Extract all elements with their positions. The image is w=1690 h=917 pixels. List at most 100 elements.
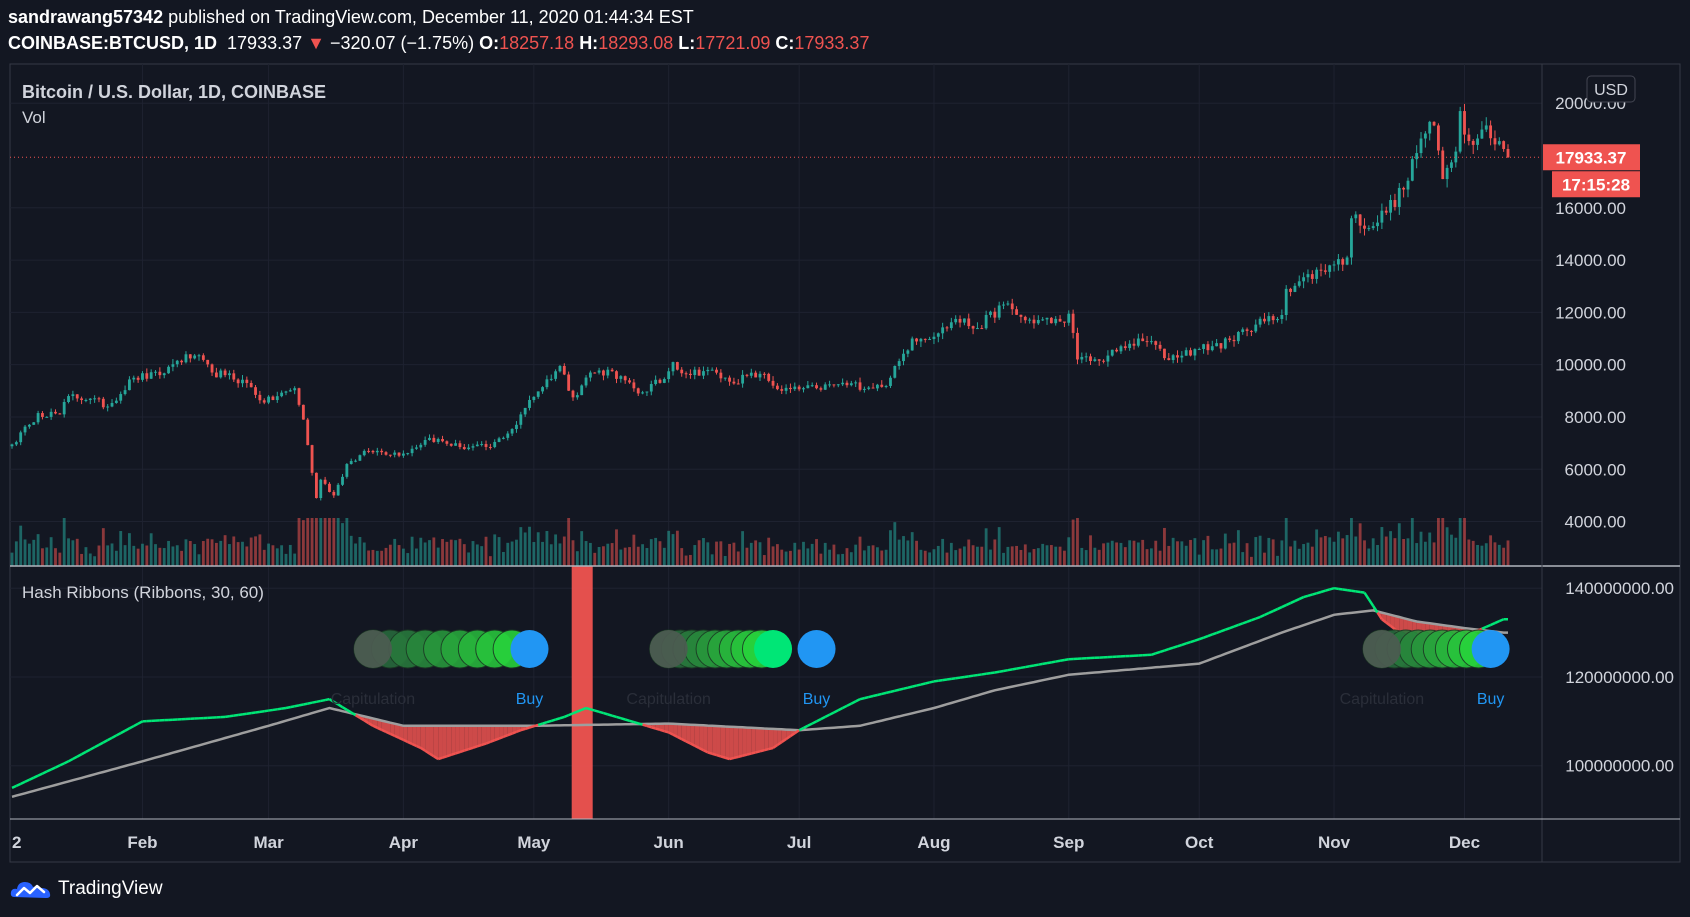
volume-bar (1206, 535, 1210, 566)
candle-body (1223, 338, 1227, 349)
hash-fast-segment (442, 755, 448, 759)
candle-body (1441, 150, 1445, 180)
volume-bar (954, 550, 958, 566)
hash-fast-segment (624, 718, 630, 722)
candle-body (223, 370, 227, 376)
hash-fast-segment (446, 753, 452, 758)
volume-bar (1441, 518, 1445, 566)
volume-bar (180, 550, 184, 566)
candle-body (1458, 111, 1462, 152)
volume-bar (745, 547, 749, 566)
volume-bar (971, 545, 975, 566)
candle-body (993, 311, 997, 318)
hash-fast-segment (255, 710, 261, 714)
candle-body (267, 396, 270, 403)
hash-fast-segment (785, 735, 792, 741)
ribbon-fill-segment (755, 728, 760, 753)
candle-body (410, 448, 414, 454)
ribbon-fill-segment (729, 726, 734, 760)
hash-fast-segment (372, 724, 378, 729)
ribbon-fill-segment (412, 725, 417, 746)
hash-fast-segment (1381, 618, 1387, 624)
volume-bar (158, 547, 162, 566)
hash-fast-segment (576, 708, 583, 713)
hash-fast-segment (807, 722, 813, 727)
hash-fast-segment (1346, 588, 1352, 592)
hash-fast-segment (1324, 588, 1331, 592)
ribbon-fill-segment (442, 725, 447, 758)
volume-bar (49, 537, 53, 566)
volume-bar (580, 531, 584, 566)
volume-bar (1006, 546, 1010, 566)
candle-body (1193, 349, 1197, 356)
volume-bar (793, 542, 797, 566)
hash-fast-segment (1168, 646, 1174, 651)
hash-fast-segment (702, 749, 709, 754)
volume-bar (767, 537, 771, 566)
hash-fast-segment (1155, 650, 1161, 655)
author-name[interactable]: sandrawang57342 (8, 7, 164, 27)
volume-bar (310, 518, 314, 566)
volume-bar (67, 538, 70, 566)
volume-bar (810, 543, 814, 566)
volume-bar (1232, 542, 1236, 566)
candle-body (1084, 356, 1088, 358)
hash-fast-segment (324, 697, 330, 702)
hash-fast-segment (755, 750, 761, 754)
hash-fast-segment (1268, 609, 1274, 615)
hash-fast-segment (1255, 615, 1261, 620)
candle-body (41, 413, 44, 417)
candle-body (258, 394, 262, 401)
candle-body (606, 369, 610, 376)
hash-fast-segment (946, 677, 952, 681)
hash-fast-segment (1177, 643, 1183, 648)
capitulation-label: Capitulation (1340, 691, 1425, 708)
volume-bar (1428, 532, 1432, 566)
candle-body (1071, 313, 1075, 333)
hash-fast-segment (689, 742, 696, 747)
candle-body (88, 398, 92, 401)
hash-fast-segment (585, 706, 591, 711)
candle-body (532, 396, 536, 400)
hash-fast-segment (1233, 623, 1239, 628)
hash-fast-segment (468, 746, 474, 751)
ribbon-fill-segment (464, 725, 469, 751)
volume-bar (828, 549, 831, 566)
candle-body (54, 411, 57, 414)
volume-bar (1363, 540, 1366, 566)
hash-fast-segment (1351, 589, 1356, 593)
hash-fast-segment (481, 742, 487, 747)
tradingview-cloud-logo-icon (10, 882, 51, 898)
hash-fast-segment (890, 689, 896, 694)
volume-bar (597, 546, 601, 566)
volume-bar (1471, 540, 1475, 566)
highlight-band (571, 566, 593, 819)
hash-fast-segment (781, 738, 787, 744)
hash-fast-segment (1298, 595, 1305, 601)
volume-bar (410, 536, 414, 566)
hash-fast-segment (655, 727, 661, 732)
time-tick-label: Apr (389, 833, 419, 852)
currency-button-box[interactable] (1586, 75, 1636, 103)
candle-body (1028, 319, 1032, 321)
hash-fast-segment (1338, 587, 1343, 591)
volume-bar (1493, 542, 1497, 566)
last-price: 17933.37 (227, 33, 303, 53)
hash-fast-segment (920, 682, 926, 686)
hash-fast-segment (311, 700, 317, 704)
hash-fast-segment (246, 711, 252, 715)
volume-bar (380, 550, 384, 566)
candle-body (967, 318, 971, 327)
tradingview-brand[interactable]: TradingView (10, 877, 163, 901)
currency-button[interactable]: USD (1586, 75, 1636, 103)
buy-dot (1471, 630, 1510, 668)
volume-bar (1341, 538, 1345, 566)
candle-body (167, 366, 170, 374)
candle-body (323, 479, 327, 484)
volume-bar (915, 540, 918, 566)
volume-bar (154, 544, 157, 566)
hash-fast-segment (1494, 620, 1500, 625)
grid (10, 64, 1542, 819)
hash-fast-segment (124, 727, 131, 732)
